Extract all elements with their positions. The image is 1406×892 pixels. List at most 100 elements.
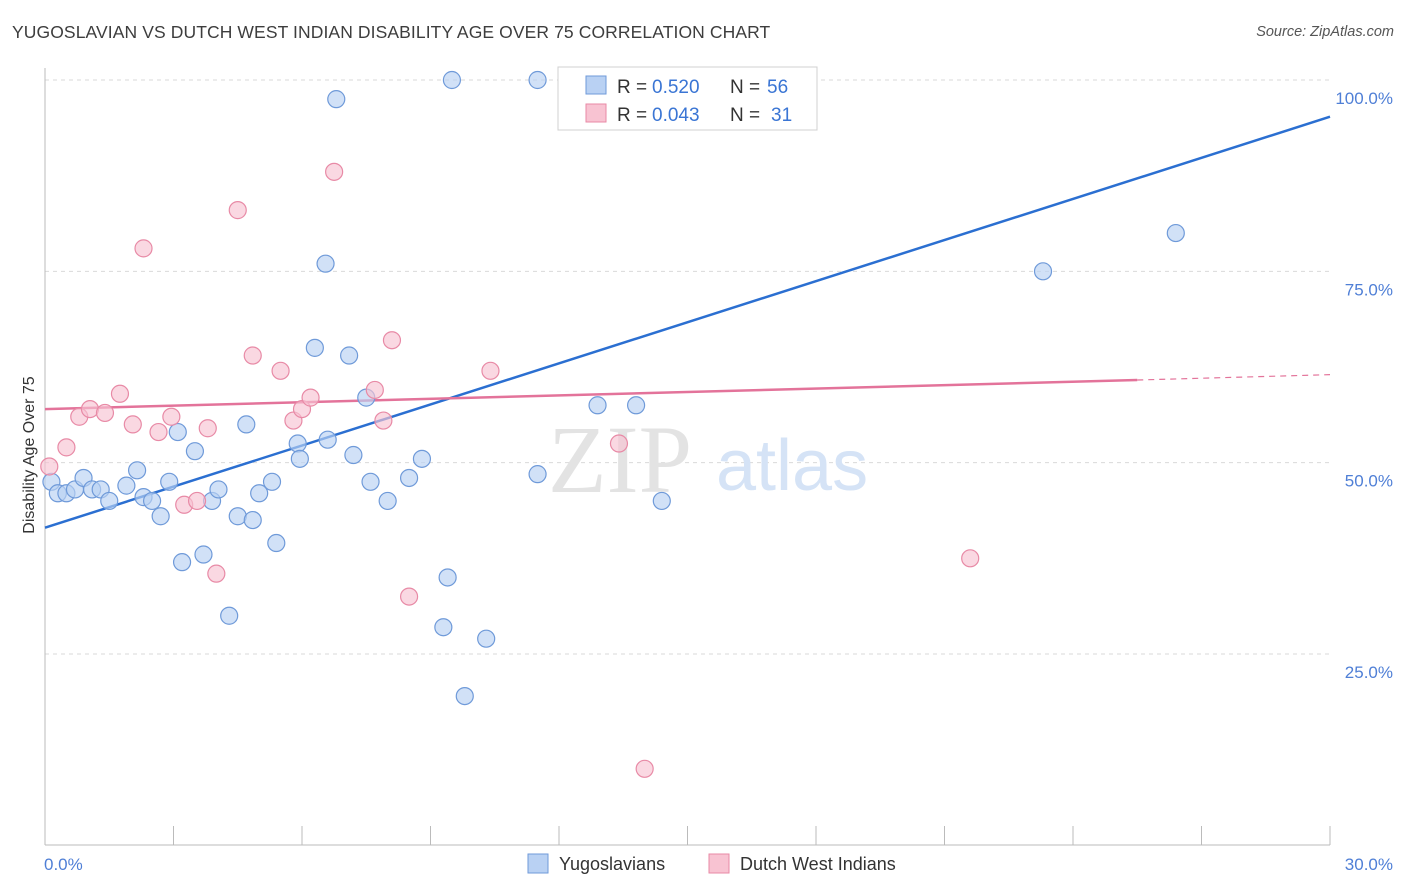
point-yugoslavian: [528, 70, 547, 90]
point-yugoslavian: [305, 338, 324, 357]
point-yugoslavian: [194, 545, 213, 564]
point-dutch-west-indian: [635, 759, 654, 778]
point-yugoslavian: [237, 415, 256, 434]
trend-line-yugoslavians: [44, 115, 1331, 529]
y-tick-label: 100.0%: [1335, 89, 1393, 108]
point-yugoslavian: [172, 553, 192, 572]
y-tick-label: 50.0%: [1345, 472, 1393, 491]
watermark-zip: ZIP: [548, 406, 692, 513]
point-dutch-west-indian: [609, 434, 629, 453]
y-tick-label: 75.0%: [1345, 280, 1393, 299]
trend-lines: [44, 115, 1331, 529]
point-yugoslavian: [434, 618, 453, 637]
point-yugoslavian: [340, 346, 359, 365]
legend-r-label-1: R =: [617, 77, 647, 98]
point-dutch-west-indian: [325, 162, 344, 181]
point-dutch-west-indian: [198, 419, 217, 438]
gridlines: [45, 79, 1330, 655]
series-legend-label-2: Dutch West Indians: [740, 854, 896, 874]
point-dutch-west-indian: [187, 491, 207, 511]
stats-legend: R = 0.520 N = 56 R = 0.043 N = 31: [557, 66, 818, 131]
point-dutch-west-indian: [134, 239, 153, 258]
point-yugoslavian: [288, 434, 307, 453]
point-dutch-west-indian: [40, 457, 59, 476]
legend-n-value-2: 31: [771, 105, 792, 126]
point-yugoslavian: [528, 465, 547, 484]
point-yugoslavian: [168, 422, 187, 442]
source-label: Source: ZipAtlas.com: [1256, 24, 1394, 40]
point-dutch-west-indian: [301, 388, 320, 407]
trend-line-dutch-west-indians: [44, 378, 1138, 411]
point-dutch-west-indian: [149, 422, 168, 442]
series-legend: Yugoslavians Dutch West Indians: [527, 853, 896, 874]
point-yugoslavian: [399, 468, 419, 488]
point-yugoslavian: [1166, 223, 1185, 243]
point-yugoslavian: [267, 533, 286, 553]
x-tick-label: 30.0%: [1345, 855, 1393, 874]
point-yugoslavian: [262, 472, 282, 491]
point-yugoslavian: [412, 449, 432, 468]
point-dutch-west-indian: [228, 201, 247, 220]
point-yugoslavian: [127, 461, 147, 480]
axes: [44, 68, 1331, 846]
y-axis-label: Disability Age Over 75: [21, 376, 38, 534]
tick-labels: 25.0% 50.0% 75.0% 100.0% 0.0% 30.0%: [44, 89, 1393, 874]
point-yugoslavian: [228, 507, 247, 526]
point-yugoslavian: [438, 568, 457, 587]
point-yugoslavian: [361, 472, 380, 491]
point-yugoslavian: [652, 491, 671, 511]
point-yugoslavian: [442, 70, 462, 90]
point-yugoslavian: [378, 491, 397, 511]
point-dutch-west-indian: [57, 438, 76, 457]
legend-swatch-blue: [585, 75, 607, 95]
point-dutch-west-indian: [399, 587, 419, 606]
point-yugoslavian: [316, 254, 335, 273]
point-yugoslavian: [160, 472, 179, 491]
point-yugoslavian: [344, 445, 363, 465]
point-dutch-west-indian: [481, 361, 500, 380]
point-dutch-west-indian: [123, 415, 142, 434]
chart-title: YUGOSLAVIAN VS DUTCH WEST INDIAN DISABIL…: [12, 22, 771, 42]
point-yugoslavian: [250, 484, 269, 503]
point-dutch-west-indian: [80, 399, 100, 419]
series-legend-swatch-blue: [527, 853, 549, 874]
point-yugoslavian: [117, 476, 136, 495]
point-dutch-west-indian: [374, 411, 393, 430]
series-legend-swatch-pink: [708, 853, 730, 874]
point-yugoslavian: [142, 491, 162, 511]
point-yugoslavian: [455, 686, 474, 706]
legend-n-label-2: N =: [730, 105, 760, 126]
trend-line-dutch-west-indians-extension: [1137, 374, 1331, 381]
point-yugoslavian: [243, 510, 262, 530]
point-yugoslavian: [209, 480, 228, 499]
point-yugoslavian: [290, 449, 309, 468]
legend-r-value-2: 0.043: [652, 105, 700, 126]
point-dutch-west-indian: [243, 346, 262, 365]
point-dutch-west-indian: [961, 549, 980, 568]
point-dutch-west-indian: [207, 564, 226, 583]
legend-r-value-1: 0.520: [652, 77, 700, 98]
watermark-atlas: atlas: [716, 426, 868, 506]
legend-swatch-pink: [585, 103, 607, 123]
legend-n-label-1: N =: [730, 77, 760, 98]
legend-r-label-2: R =: [617, 105, 647, 126]
point-yugoslavian: [151, 507, 170, 526]
point-yugoslavian: [220, 606, 239, 625]
point-dutch-west-indian: [95, 403, 115, 423]
point-yugoslavian: [318, 430, 337, 449]
x-tick-label: 0.0%: [44, 855, 83, 874]
point-yugoslavian: [1033, 262, 1053, 281]
point-yugoslavian: [626, 396, 646, 415]
legend-n-value-1: 56: [767, 77, 788, 98]
series-legend-label-1: Yugoslavians: [559, 854, 665, 874]
y-tick-label: 25.0%: [1345, 663, 1393, 682]
point-dutch-west-indian: [271, 361, 290, 380]
point-dutch-west-indian: [382, 331, 402, 350]
point-yugoslavian: [100, 491, 119, 511]
point-yugoslavian: [477, 629, 496, 648]
point-dutch-west-indian: [365, 380, 384, 400]
point-dutch-west-indian: [162, 407, 181, 426]
point-dutch-west-indian: [110, 384, 130, 403]
point-yugoslavian: [185, 442, 205, 461]
